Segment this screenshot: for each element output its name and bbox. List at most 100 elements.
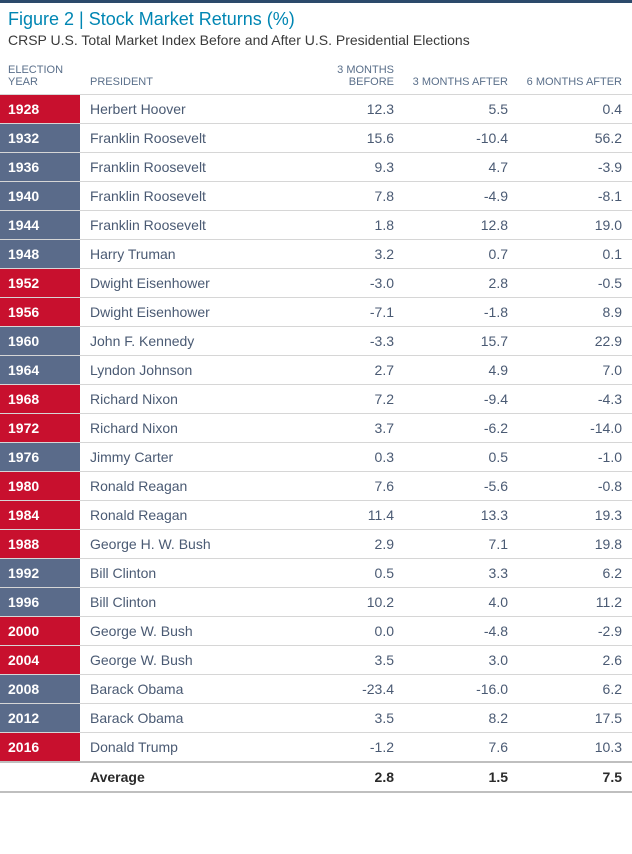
cell-year: 1928	[0, 95, 80, 124]
cell-year: 1956	[0, 298, 80, 327]
cell-average-after3: 1.5	[404, 762, 518, 792]
cell-president: Franklin Roosevelt	[80, 211, 290, 240]
cell-before3: 11.4	[290, 501, 404, 530]
table-row: 1960John F. Kennedy-3.315.722.9	[0, 327, 632, 356]
cell-before3: 7.6	[290, 472, 404, 501]
cell-before3: 15.6	[290, 124, 404, 153]
table-row: 2004George W. Bush3.53.02.6	[0, 646, 632, 675]
cell-after3: -1.8	[404, 298, 518, 327]
cell-president: Herbert Hoover	[80, 95, 290, 124]
cell-president: John F. Kennedy	[80, 327, 290, 356]
cell-year: 1936	[0, 153, 80, 182]
table-row: 1968Richard Nixon7.2-9.4-4.3	[0, 385, 632, 414]
cell-after6: -8.1	[518, 182, 632, 211]
cell-average-after6: 7.5	[518, 762, 632, 792]
cell-year: 1932	[0, 124, 80, 153]
cell-president: Franklin Roosevelt	[80, 124, 290, 153]
table-row: 1964Lyndon Johnson2.74.97.0	[0, 356, 632, 385]
cell-president: Donald Trump	[80, 733, 290, 763]
cell-after6: -0.5	[518, 269, 632, 298]
cell-before3: 3.2	[290, 240, 404, 269]
cell-president: Harry Truman	[80, 240, 290, 269]
cell-after6: 0.4	[518, 95, 632, 124]
cell-after6: 19.3	[518, 501, 632, 530]
cell-after6: -1.0	[518, 443, 632, 472]
cell-president: Franklin Roosevelt	[80, 153, 290, 182]
cell-president: Dwight Eisenhower	[80, 269, 290, 298]
cell-year: 1996	[0, 588, 80, 617]
table-row: 1948Harry Truman3.20.70.1	[0, 240, 632, 269]
cell-year: 2000	[0, 617, 80, 646]
table-row: 1940Franklin Roosevelt7.8-4.9-8.1	[0, 182, 632, 211]
table-row: 1956Dwight Eisenhower-7.1-1.88.9	[0, 298, 632, 327]
header-year: ELECTION YEAR	[0, 58, 80, 95]
table-row: 1928Herbert Hoover12.35.50.4	[0, 95, 632, 124]
cell-after3: -16.0	[404, 675, 518, 704]
cell-year: 1944	[0, 211, 80, 240]
cell-before3: 12.3	[290, 95, 404, 124]
cell-year: 1976	[0, 443, 80, 472]
cell-after6: 56.2	[518, 124, 632, 153]
table-row: 2012Barack Obama3.58.217.5	[0, 704, 632, 733]
cell-year: 1960	[0, 327, 80, 356]
table-row: 2000George W. Bush0.0-4.8-2.9	[0, 617, 632, 646]
cell-after3: 2.8	[404, 269, 518, 298]
cell-after6: -14.0	[518, 414, 632, 443]
cell-year	[0, 762, 80, 792]
cell-average-label: Average	[80, 762, 290, 792]
cell-president: Lyndon Johnson	[80, 356, 290, 385]
table-header-row: ELECTION YEAR PRESIDENT 3 MONTHS BEFORE …	[0, 58, 632, 95]
cell-after6: 10.3	[518, 733, 632, 763]
cell-after6: 19.8	[518, 530, 632, 559]
cell-after3: -9.4	[404, 385, 518, 414]
cell-before3: 0.5	[290, 559, 404, 588]
cell-after3: 3.3	[404, 559, 518, 588]
cell-after3: 8.2	[404, 704, 518, 733]
table-row: 1932Franklin Roosevelt15.6-10.456.2	[0, 124, 632, 153]
cell-before3: 0.0	[290, 617, 404, 646]
cell-after6: -0.8	[518, 472, 632, 501]
cell-after6: 6.2	[518, 559, 632, 588]
cell-president: George W. Bush	[80, 617, 290, 646]
cell-after3: 3.0	[404, 646, 518, 675]
cell-president: Barack Obama	[80, 675, 290, 704]
cell-before3: -23.4	[290, 675, 404, 704]
cell-year: 1984	[0, 501, 80, 530]
cell-after3: 7.1	[404, 530, 518, 559]
cell-before3: 0.3	[290, 443, 404, 472]
cell-year: 1992	[0, 559, 80, 588]
cell-president: Ronald Reagan	[80, 501, 290, 530]
cell-after6: -2.9	[518, 617, 632, 646]
cell-after6: 22.9	[518, 327, 632, 356]
cell-after3: 15.7	[404, 327, 518, 356]
cell-year: 1972	[0, 414, 80, 443]
cell-after6: 8.9	[518, 298, 632, 327]
cell-after3: -10.4	[404, 124, 518, 153]
cell-after3: -5.6	[404, 472, 518, 501]
cell-year: 1980	[0, 472, 80, 501]
table-row-average: Average2.81.57.5	[0, 762, 632, 792]
cell-after6: -3.9	[518, 153, 632, 182]
cell-year: 2016	[0, 733, 80, 763]
cell-year: 1940	[0, 182, 80, 211]
cell-year: 2008	[0, 675, 80, 704]
cell-before3: -7.1	[290, 298, 404, 327]
cell-president: George W. Bush	[80, 646, 290, 675]
cell-after3: 4.7	[404, 153, 518, 182]
table-row: 1976Jimmy Carter0.30.5-1.0	[0, 443, 632, 472]
cell-year: 1964	[0, 356, 80, 385]
cell-after3: 0.5	[404, 443, 518, 472]
cell-before3: 2.9	[290, 530, 404, 559]
cell-before3: 9.3	[290, 153, 404, 182]
cell-after3: 4.0	[404, 588, 518, 617]
cell-president: Bill Clinton	[80, 588, 290, 617]
header-president: PRESIDENT	[80, 58, 290, 95]
cell-president: Jimmy Carter	[80, 443, 290, 472]
cell-president: George H. W. Bush	[80, 530, 290, 559]
table-row: 1944Franklin Roosevelt1.812.819.0	[0, 211, 632, 240]
cell-before3: -1.2	[290, 733, 404, 763]
cell-year: 2004	[0, 646, 80, 675]
cell-after3: 7.6	[404, 733, 518, 763]
figure-title: Figure 2 | Stock Market Returns (%)	[0, 3, 632, 32]
table-row: 1996Bill Clinton10.24.011.2	[0, 588, 632, 617]
